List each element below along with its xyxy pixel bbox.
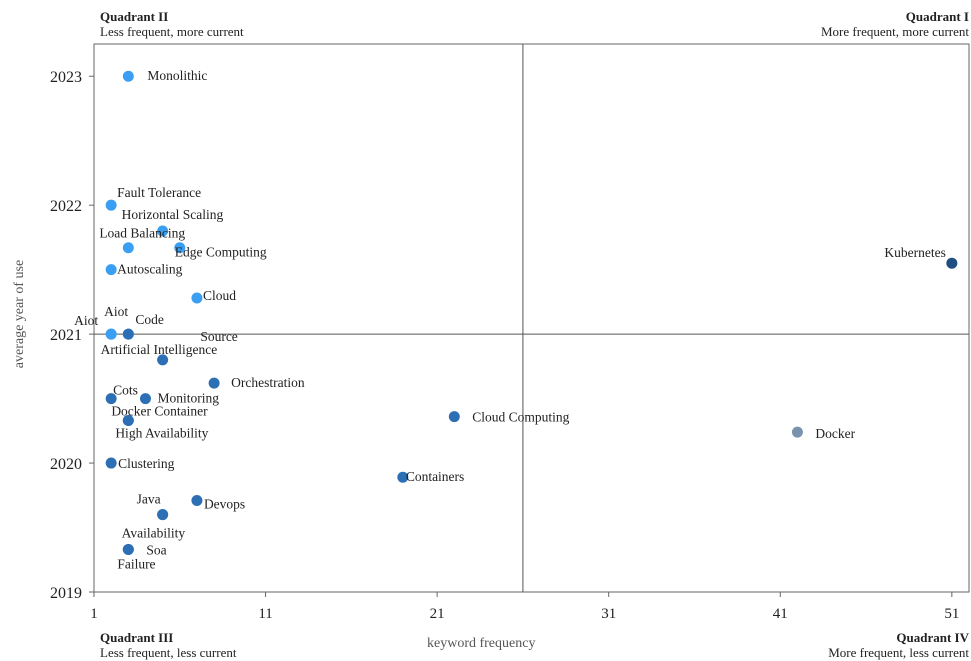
- point-label-high-availability: High Availability: [115, 426, 208, 441]
- point-horizontal-scaling: [157, 225, 169, 237]
- point-label-monolithic: Monolithic: [147, 68, 207, 83]
- point-label-fault-tolerance: Fault Tolerance: [117, 185, 201, 200]
- plot-frame: [93, 43, 970, 593]
- point-label-availability: Availability: [122, 526, 186, 541]
- point-docker: [791, 426, 803, 438]
- point-label-load-balancing: Load Balancing: [99, 226, 185, 241]
- quadrant-i-subtitle: More frequent, more current: [821, 24, 969, 39]
- point-clustering: [105, 457, 117, 469]
- quadrant-i-label: Quadrant I More frequent, more current: [821, 9, 969, 39]
- point-label-soa: Soa: [146, 542, 166, 557]
- point-label-edge-computing: Edge Computing: [175, 245, 267, 260]
- x-tick-label: 1: [90, 606, 98, 622]
- point-cloud-computing: [448, 411, 460, 423]
- point-label-monitoring: Monitoring: [157, 391, 219, 406]
- point-label-code: Code: [135, 312, 164, 327]
- point-cots: [105, 393, 117, 405]
- point-label-docker-container: Docker Container: [111, 404, 208, 419]
- quadrant-iii-subtitle: Less frequent, less current: [100, 645, 237, 660]
- quadrant-ii-label: Quadrant II Less frequent, more current: [100, 9, 244, 39]
- point-label-aiot: Aiot: [104, 304, 128, 319]
- point-devops: [191, 494, 203, 506]
- quadrant-iii-label: Quadrant III Less frequent, less current: [100, 630, 236, 660]
- point-label-containers: Containers: [406, 469, 465, 484]
- y-tick-label: 2020: [50, 456, 82, 473]
- point-failure: [122, 543, 134, 555]
- point-source: [122, 328, 134, 340]
- y-tick-label: 2021: [50, 327, 82, 344]
- y-axis-label: average year of use: [12, 259, 27, 369]
- point-artificial-intelligence: [157, 354, 169, 366]
- point-label-autoscaling: Autoscaling: [117, 262, 182, 277]
- quadrant-iv-subtitle: More frequent, less current: [828, 645, 969, 660]
- y-tick-label: 2019: [50, 585, 82, 602]
- y-tick-label: 2023: [50, 69, 82, 86]
- point-label-orchestration: Orchestration: [231, 375, 305, 390]
- point-label-artificial-intelligence: Artificial Intelligence: [101, 342, 218, 357]
- point-containers: [397, 471, 409, 483]
- point-label-java: Java: [137, 492, 161, 507]
- point-label-cloud-computing: Cloud Computing: [472, 410, 569, 425]
- point-label-kubernetes: Kubernetes: [884, 245, 945, 260]
- point-label-cloud: Cloud: [203, 288, 236, 303]
- point-label-source: Source: [200, 329, 238, 344]
- point-label-cots: Cots: [113, 383, 138, 398]
- point-edge-computing: [174, 242, 186, 254]
- point-monitoring: [139, 393, 151, 405]
- y-tick-label: 2022: [50, 198, 82, 215]
- point-autoscaling: [105, 264, 117, 276]
- point-label-failure: Failure: [117, 556, 155, 571]
- quadrant-iv-label: Quadrant IV More frequent, less current: [828, 630, 969, 660]
- point-aiot: [105, 328, 117, 340]
- point-label-aiot: Aiot: [74, 313, 98, 328]
- x-tick-label: 51: [944, 606, 959, 622]
- point-orchestration: [208, 377, 220, 389]
- point-label-clustering: Clustering: [118, 456, 174, 471]
- point-label-horizontal-scaling: Horizontal Scaling: [122, 207, 224, 222]
- quadrant-i-title: Quadrant I: [905, 9, 969, 24]
- point-availability: [157, 509, 169, 521]
- quadrant-iv-title: Quadrant IV: [896, 630, 969, 645]
- x-axis-label: keyword frequency: [427, 636, 536, 651]
- x-tick-label: 21: [430, 606, 445, 622]
- quadrant-ii-title: Quadrant II: [100, 9, 169, 24]
- point-label-devops: Devops: [204, 496, 245, 511]
- point-load-balancing: [122, 242, 134, 254]
- point-fault-tolerance: [105, 199, 117, 211]
- point-cloud: [191, 292, 203, 304]
- quadrant-ii-subtitle: Less frequent, more current: [100, 24, 244, 39]
- point-kubernetes: [946, 257, 958, 269]
- x-tick-label: 11: [258, 606, 272, 622]
- x-tick-label: 31: [601, 606, 616, 622]
- x-tick-label: 41: [773, 606, 788, 622]
- point-label-docker: Docker: [815, 426, 855, 441]
- point-high-availability: [122, 415, 134, 427]
- point-monolithic: [122, 70, 134, 82]
- quadrant-iii-title: Quadrant III: [100, 630, 174, 645]
